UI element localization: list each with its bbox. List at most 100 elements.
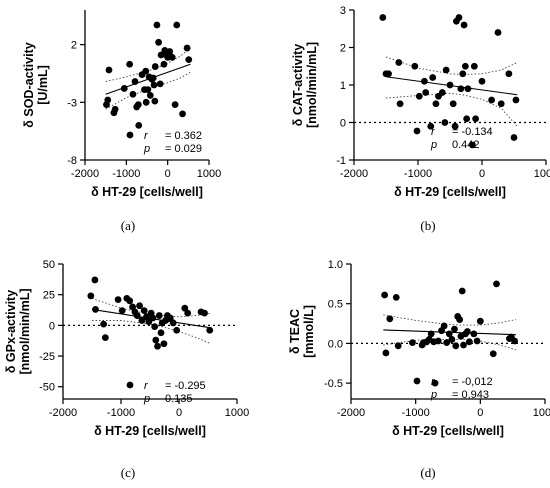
chart-panel-c: -50 -25 0 25 50 -2000 -1000 0 1000 r = -0.295 p 0.13… [4, 259, 249, 480]
y-axis-unit: [mmol/L] [302, 305, 316, 358]
data-point [129, 90, 137, 98]
data-point [464, 328, 471, 335]
data-point [432, 100, 440, 108]
data-point [510, 134, 518, 141]
y-tick-label: -50 [39, 382, 55, 394]
data-point [455, 14, 463, 21]
data-point [451, 122, 459, 130]
data-point [142, 98, 150, 106]
ci-upper-band [383, 314, 516, 326]
data-point [134, 101, 142, 109]
data-point [111, 105, 119, 113]
data-point [382, 349, 390, 357]
data-point [459, 70, 467, 78]
y-axis-title: δ GPx-activity [4, 290, 18, 373]
data-point [151, 97, 159, 105]
y-axis-title: δ TEAC [288, 309, 302, 354]
data-point [431, 379, 439, 387]
data-point [101, 334, 109, 342]
y-tick-label: 2 [340, 43, 346, 55]
data-point [457, 85, 465, 93]
data-point [120, 85, 128, 92]
y-tick-label: 1.0 [328, 259, 343, 271]
data-point [449, 100, 457, 108]
x-axis-title: δ HT-29 [cells/well] [392, 424, 504, 438]
data-point [126, 60, 134, 68]
y-axis-title: δ CAT-activity [291, 44, 305, 126]
x-axis-title: δ HT-29 [cells/well] [94, 424, 206, 438]
x-tick-label: 0 [176, 407, 182, 419]
data-point [168, 53, 176, 61]
y-tick-label: -8 [67, 155, 77, 167]
x-tick-label: 1000 [225, 407, 249, 419]
data-point [443, 339, 451, 347]
data-point [155, 38, 162, 46]
data-point [469, 141, 476, 149]
data-point [385, 70, 392, 78]
p-label: p [143, 143, 150, 155]
y-tick-label: 0 [340, 118, 346, 130]
data-point [149, 74, 157, 82]
data-point [460, 21, 468, 29]
data-point [201, 309, 208, 317]
data-point [379, 14, 387, 21]
data-point [511, 337, 519, 345]
data-point [131, 78, 139, 85]
data-point [154, 342, 161, 350]
y-tick-label: -25 [39, 351, 55, 363]
ci-lower-band [385, 92, 518, 127]
ci-lower-band [105, 71, 191, 110]
data-point [421, 77, 428, 85]
data-point [173, 326, 181, 334]
x-tick-label: 0 [165, 168, 171, 180]
data-point [427, 330, 435, 338]
data-point [160, 340, 168, 348]
x-tick-label: -1000 [112, 168, 140, 180]
data-point [166, 48, 174, 55]
data-point [181, 304, 189, 312]
data-point [100, 320, 107, 328]
y-tick-label: 1 [340, 80, 346, 92]
panel-label: (b) [420, 218, 435, 233]
data-point [149, 314, 157, 322]
data-point [446, 81, 454, 89]
data-point [478, 77, 486, 85]
x-axis-title: δ HT-29 [cells/well] [91, 185, 203, 199]
data-point [146, 91, 154, 99]
data-point [470, 62, 478, 70]
data-point [179, 110, 186, 118]
data-point [386, 315, 394, 323]
y-tick-label: 0.5 [328, 299, 343, 311]
data-point [497, 100, 505, 108]
data-point [157, 51, 165, 59]
p-label: p [430, 139, 437, 151]
data-point [118, 307, 126, 315]
data-point [104, 96, 112, 104]
data-point [489, 350, 497, 358]
ci-upper-band [385, 56, 518, 75]
data-point [87, 292, 95, 300]
data-point [464, 85, 472, 93]
data-point [169, 319, 177, 327]
x-tick-label: -1000 [402, 407, 430, 419]
data-point [409, 339, 416, 347]
data-point [488, 96, 495, 104]
p-label: p [143, 393, 150, 405]
y-tick-label: -3 [67, 97, 77, 109]
x-tick-label: -1000 [107, 407, 135, 419]
r-value: = -0.134 [452, 126, 493, 138]
data-point [429, 74, 437, 81]
data-point [171, 101, 179, 109]
data-point [156, 80, 164, 88]
data-point [144, 86, 152, 94]
p-value: 0.135 [165, 393, 193, 405]
y-axis-unit: [nmol/min/mL] [18, 288, 32, 374]
data-point [152, 336, 160, 344]
data-point [411, 62, 419, 70]
x-tick-label: 1000 [534, 168, 550, 180]
x-tick-label: -1000 [404, 168, 432, 180]
data-point [451, 325, 458, 333]
data-point [138, 317, 146, 324]
data-point [456, 316, 464, 323]
